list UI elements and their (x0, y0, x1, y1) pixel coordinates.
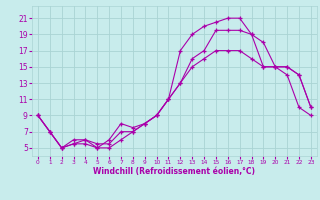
X-axis label: Windchill (Refroidissement éolien,°C): Windchill (Refroidissement éolien,°C) (93, 167, 255, 176)
